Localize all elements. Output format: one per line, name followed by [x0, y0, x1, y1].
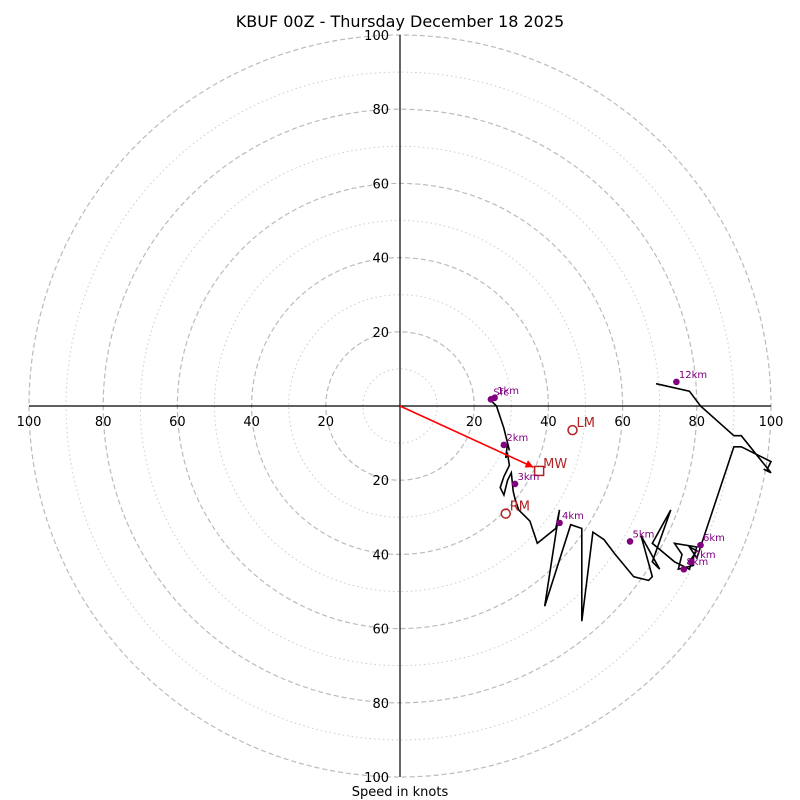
x-tick-label: 40 [243, 415, 260, 430]
x-tick-label: 40 [540, 415, 557, 430]
height-label-1km: 1km [497, 386, 519, 397]
storm-lm-label: LM [577, 416, 595, 431]
y-tick-label: 20 [372, 326, 389, 341]
x-tick-label: 100 [759, 415, 784, 430]
height-label-12km: 12km [679, 370, 707, 381]
y-tick-label: 100 [364, 29, 389, 44]
height-point-2km [500, 441, 508, 449]
storm-motion-markers: LM MW RM [500, 416, 595, 519]
x-tick-label: 20 [466, 415, 483, 430]
height-point-12km [673, 378, 680, 386]
x-tick-label: 100 [17, 415, 42, 430]
height-point-1km [491, 394, 498, 402]
y-tick-label: 80 [372, 103, 389, 118]
x-axis-label: Speed in knots [352, 785, 449, 800]
hodograph-line [490, 382, 773, 622]
shear-vector-group [399, 405, 534, 468]
storm-lm-marker [567, 424, 578, 436]
height-point-7km [687, 558, 695, 566]
height-label-7km: 7km [694, 550, 716, 561]
chart-title: KBUF 00Z - Thursday December 18 2025 [236, 12, 564, 31]
shear-vector [399, 405, 534, 468]
x-tick-label: 20 [318, 415, 335, 430]
y-tick-label: 40 [372, 548, 389, 563]
storm-rm-label: RM [510, 500, 530, 515]
y-tick-label: 100 [364, 771, 389, 786]
storm-rm-marker [500, 508, 511, 519]
shear-arrowhead [524, 460, 534, 468]
height-label-3km: 3km [518, 472, 540, 483]
height-label-6km: 6km [703, 533, 725, 544]
x-tick-label: 60 [169, 415, 186, 430]
hodograph-trace [490, 382, 773, 622]
y-tick-label: 60 [372, 623, 389, 638]
tick-labels: 100 80 60 40 20 20 40 60 80 100 100 80 60 40 20 20 40 60 8… [17, 29, 784, 786]
storm-mw-marker [533, 465, 545, 477]
y-tick-label: 40 [372, 252, 389, 267]
height-point-4km [556, 519, 563, 527]
y-tick-label: 60 [372, 177, 389, 192]
height-point-8km [680, 565, 688, 573]
height-label-5km: 5km [633, 529, 655, 540]
y-tick-label: 80 [372, 697, 389, 712]
storm-mw-label: MW [543, 457, 567, 472]
x-tick-label: 80 [689, 415, 706, 430]
height-label-8km: 8km [686, 557, 708, 568]
height-label-4km: 4km [562, 511, 584, 522]
height-label-2km: 2km [506, 433, 528, 444]
x-tick-label: 60 [614, 415, 631, 430]
x-tick-label: 80 [95, 415, 112, 430]
height-point-3km [511, 480, 519, 488]
height-point-5km [626, 538, 634, 545]
height-label-sfc: Sfc [493, 387, 508, 398]
height-point-6km [697, 541, 704, 549]
y-tick-label: 20 [372, 474, 389, 489]
